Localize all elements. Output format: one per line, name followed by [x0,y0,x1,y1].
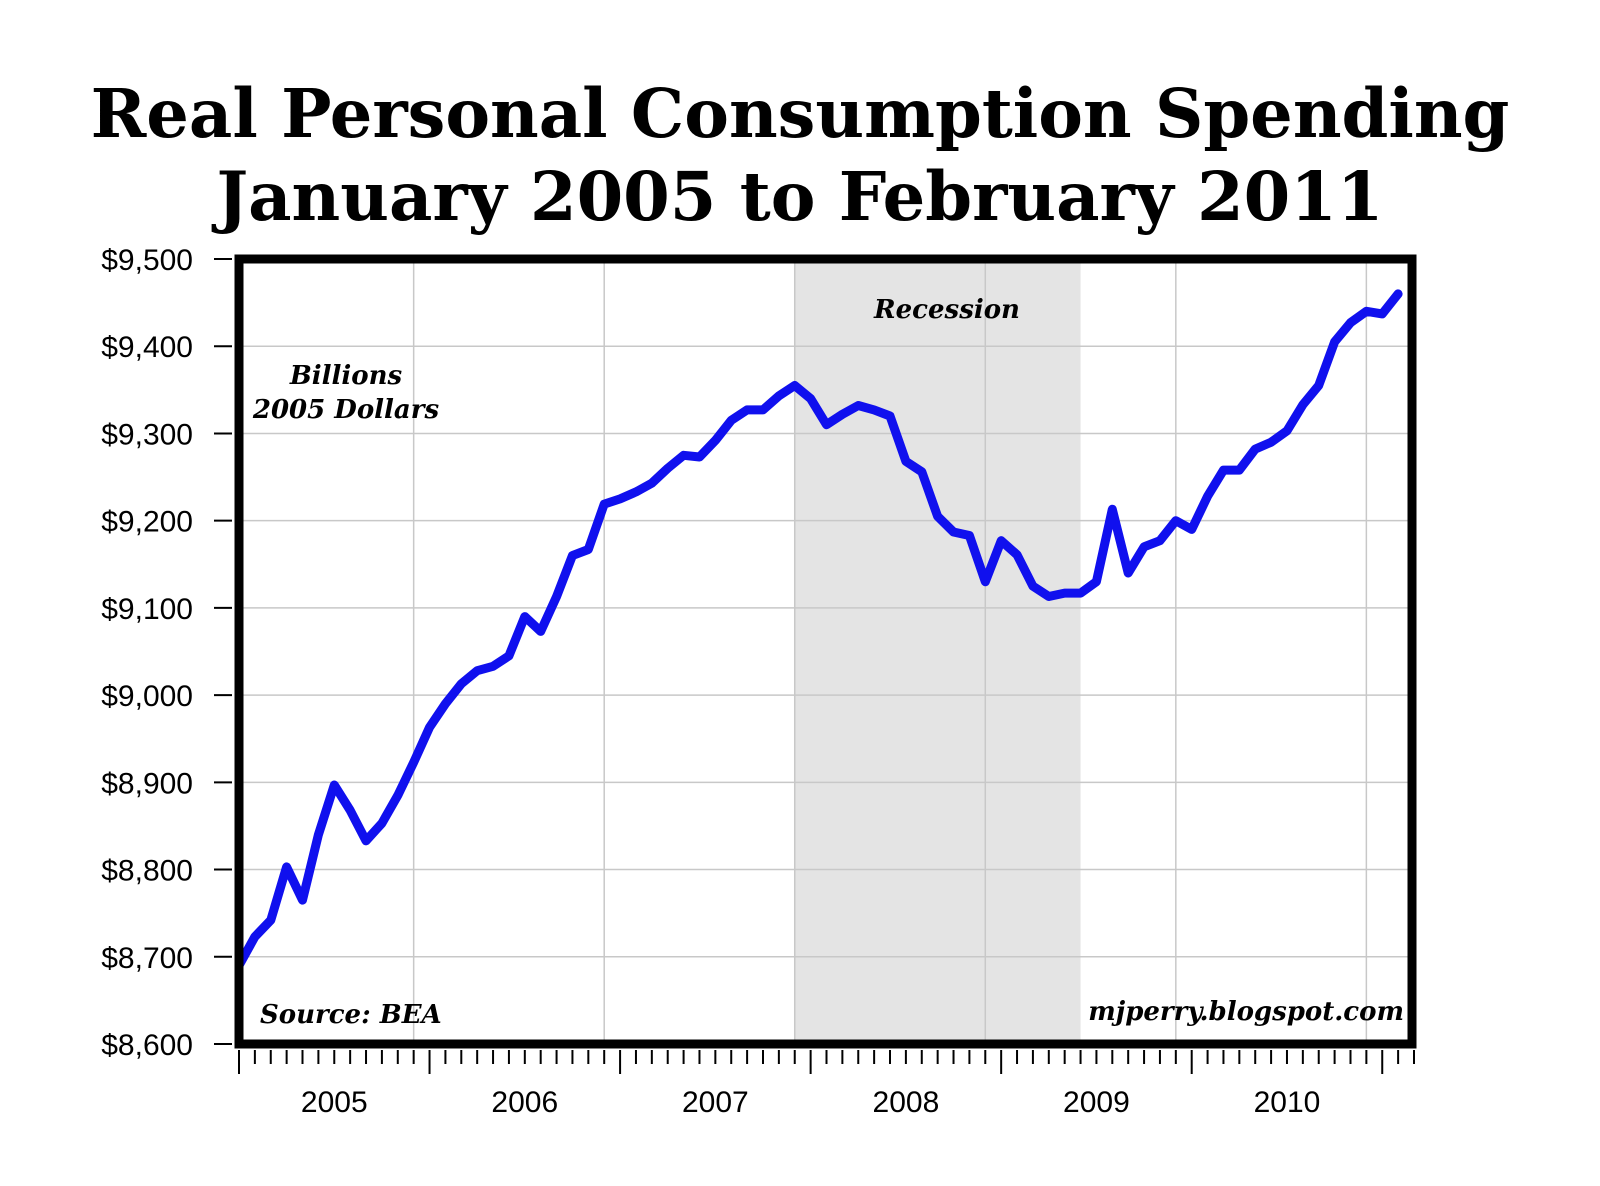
plot-frame-layer [234,254,1417,1049]
x-tick-label: 2008 [873,1086,940,1119]
chart-title: Real Personal Consumption Spending [91,74,1510,153]
plot-frame [234,254,1417,1049]
y-tick-label: $9,200 [101,506,193,539]
x-tick-label: 2005 [301,1086,368,1119]
series-line-layer [234,289,1403,970]
chart-subtitle: January 2005 to February 2011 [211,157,1383,236]
y-tick-label: $9,500 [101,244,193,277]
y-tick-label: $9,100 [101,593,193,626]
x-axis: 2005 2006 2007 2008 2009 2010 [238,1050,1415,1119]
series-line [234,289,1403,970]
recession-band [794,259,1081,1044]
recession-label: Recession [873,295,1020,325]
y-tick-label: $9,400 [101,331,193,364]
y-axis: $8,600 $8,700 $8,800 $8,900 $9,000 $9,100 $9,2… [101,244,232,1062]
recession-band-layer [794,259,1081,1044]
y-tick-label: $8,700 [101,942,193,975]
source-label: Source: BEA [260,1000,442,1030]
y-tick-label: $9,000 [101,680,193,713]
x-tick-label: 2009 [1063,1086,1130,1119]
credit-label: mjperry.blogspot.com [1088,997,1404,1027]
x-tick-label: 2006 [491,1086,558,1119]
gridlines [239,259,1412,1044]
y-tick-label: $8,900 [101,767,193,800]
y-tick-label: $8,800 [101,855,193,888]
y-tick-label: $8,600 [101,1029,193,1062]
y-tick-label: $9,300 [101,418,193,451]
x-tick-label: 2007 [682,1086,749,1119]
units-label-line2: 2005 Dollars [252,395,440,425]
x-tick-label: 2010 [1254,1086,1321,1119]
units-label-line1: Billions [289,361,403,391]
